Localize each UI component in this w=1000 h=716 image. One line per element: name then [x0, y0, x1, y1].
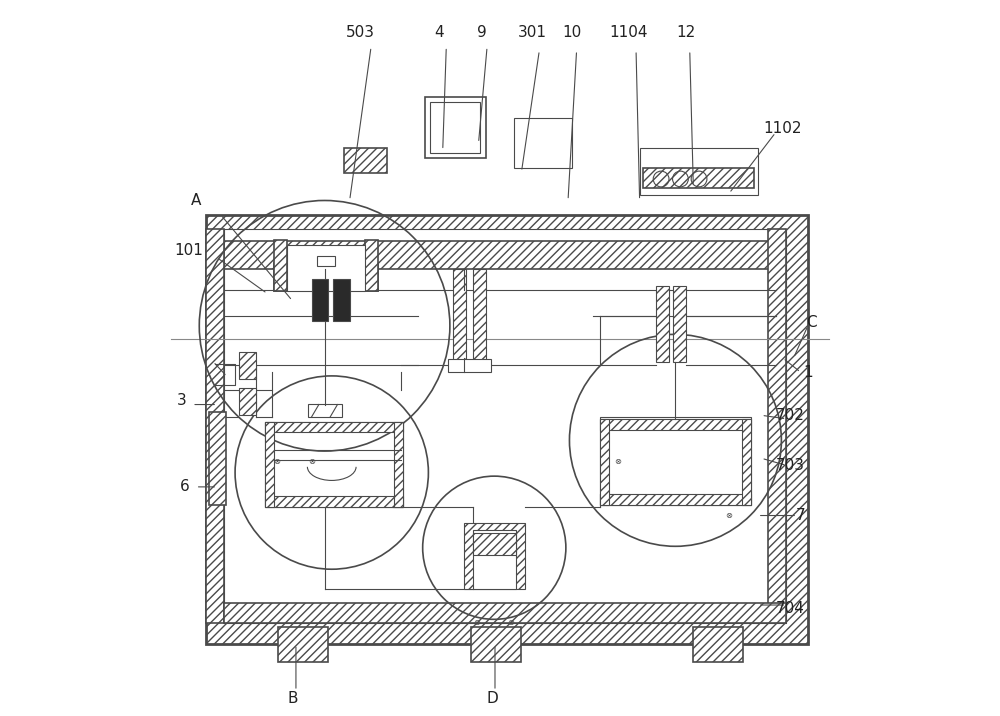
Bar — [365, 240, 378, 291]
Text: A: A — [191, 193, 201, 208]
Text: 1: 1 — [803, 365, 813, 379]
Bar — [308, 404, 342, 417]
Text: ⊗: ⊗ — [474, 619, 481, 627]
Bar — [600, 417, 751, 505]
Bar — [206, 229, 224, 623]
Bar — [224, 229, 786, 623]
Text: C: C — [806, 315, 817, 329]
Bar — [239, 352, 256, 379]
Bar — [239, 388, 256, 415]
Bar — [742, 419, 751, 505]
Bar — [333, 279, 350, 321]
Bar — [473, 533, 516, 555]
Bar — [278, 626, 328, 662]
Bar — [640, 148, 758, 195]
Bar — [448, 359, 491, 372]
Bar — [656, 286, 669, 362]
Bar — [600, 419, 751, 430]
Text: 301: 301 — [518, 25, 547, 39]
Text: ⊗: ⊗ — [726, 511, 733, 520]
Text: 702: 702 — [776, 408, 804, 422]
Bar — [224, 603, 786, 623]
Bar — [224, 241, 786, 268]
Bar — [265, 422, 274, 507]
Bar — [514, 118, 572, 168]
Bar — [600, 419, 609, 505]
Text: ⊗: ⊗ — [273, 458, 280, 466]
Bar — [473, 268, 486, 365]
Bar — [265, 422, 403, 507]
Bar — [693, 626, 743, 662]
Bar — [430, 102, 480, 153]
Text: 10: 10 — [562, 25, 581, 39]
Text: B: B — [287, 691, 298, 705]
Text: ⊗: ⊗ — [308, 458, 315, 466]
Text: 7: 7 — [796, 508, 806, 523]
Text: 6: 6 — [180, 480, 190, 494]
Bar — [224, 229, 786, 623]
Bar — [453, 268, 466, 365]
Bar — [274, 240, 287, 291]
Bar — [643, 168, 754, 188]
Bar — [317, 256, 335, 266]
Text: 4: 4 — [434, 25, 444, 39]
Bar — [768, 229, 786, 623]
Text: 704: 704 — [776, 601, 804, 616]
Text: 9: 9 — [477, 25, 487, 39]
Bar — [473, 530, 516, 589]
Text: ⊗: ⊗ — [615, 458, 622, 466]
Bar — [209, 412, 226, 505]
Bar — [265, 496, 403, 507]
Text: 101: 101 — [174, 243, 203, 258]
Bar — [265, 422, 403, 432]
Text: 1104: 1104 — [610, 25, 648, 39]
Bar — [471, 626, 521, 662]
Bar — [464, 523, 525, 589]
Bar — [600, 494, 751, 505]
Bar — [425, 97, 486, 158]
Bar — [394, 422, 403, 507]
Bar — [312, 279, 328, 321]
Text: 703: 703 — [775, 458, 804, 473]
Bar — [344, 148, 387, 173]
Text: ⊗: ⊗ — [507, 619, 514, 627]
Text: 1102: 1102 — [764, 122, 802, 136]
Bar — [287, 245, 365, 291]
Bar — [274, 263, 378, 291]
Bar — [206, 215, 808, 644]
Text: 3: 3 — [177, 394, 186, 408]
Bar — [673, 286, 686, 362]
Text: D: D — [487, 691, 499, 705]
Text: 503: 503 — [346, 25, 375, 39]
Text: 12: 12 — [677, 25, 696, 39]
